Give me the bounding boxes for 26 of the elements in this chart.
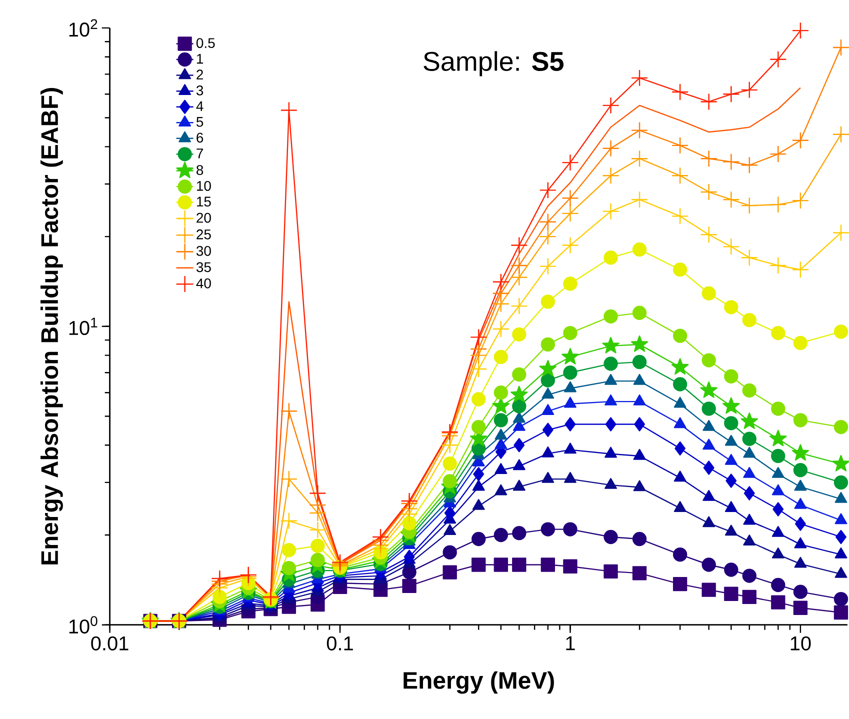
- x-tick-label: 1: [566, 636, 575, 650]
- legend-label: 5: [196, 117, 204, 127]
- legend-label: 20: [196, 213, 211, 223]
- legend-label: 8: [196, 165, 204, 176]
- legend-label: 2: [196, 70, 203, 80]
- x-tick-label: 0.01: [91, 636, 128, 651]
- x-axis-title: Energy (MeV): [404, 671, 554, 694]
- legend-label: 7: [196, 148, 203, 158]
- y-tick-label: 10$^{2}$: [69, 19, 98, 37]
- legend-label: 35: [196, 262, 211, 272]
- x-tick-label: 10: [790, 636, 811, 651]
- legend-label: 4: [196, 102, 204, 112]
- legend-label: 0.5: [196, 38, 215, 48]
- x-tick-label: 0.1: [326, 636, 353, 651]
- legend-label: 3: [196, 86, 204, 96]
- text: Sample: S5: [424, 51, 564, 76]
- y-tick-label: 10$^{1}$: [69, 318, 98, 336]
- legend-label: 30: [196, 246, 211, 256]
- legend-label: 15: [196, 196, 211, 207]
- legend-label: 1: [196, 54, 204, 64]
- legend-label: 40: [196, 278, 211, 288]
- y-axis-title: Energy Absorption Buildup Factor (EABF): [40, 88, 63, 565]
- legend-label: 6: [196, 132, 204, 143]
- legend-label: 25: [196, 230, 211, 240]
- legend-label: 10: [196, 181, 211, 192]
- y-tick-label: 10$^{0}$: [69, 616, 98, 634]
